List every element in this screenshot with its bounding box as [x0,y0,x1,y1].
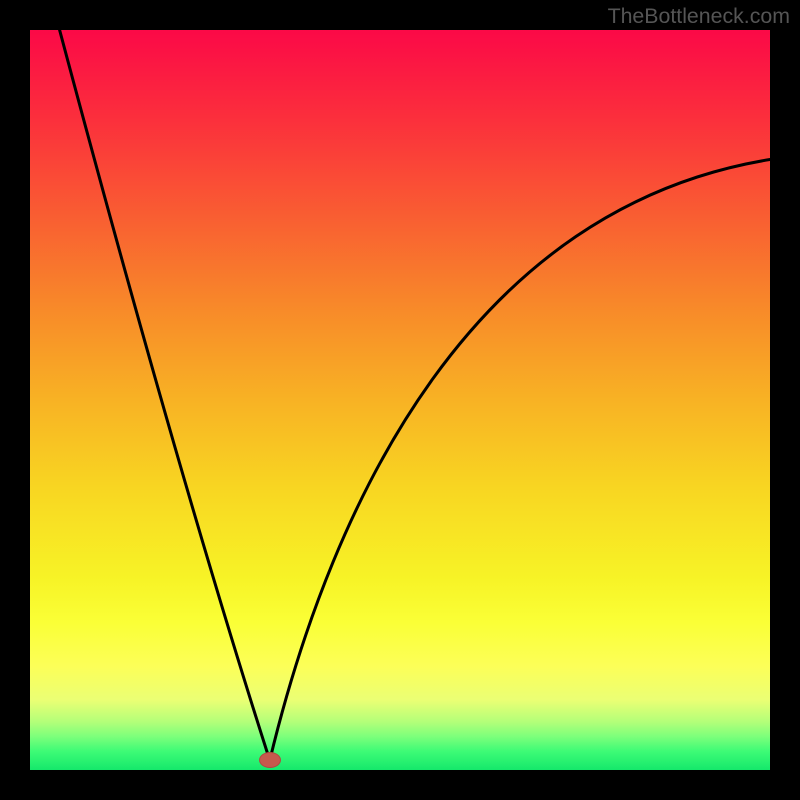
gradient-background [30,30,770,770]
watermark-text: TheBottleneck.com [608,4,790,29]
bottleneck-marker [259,752,281,768]
plot-frame [0,0,800,800]
bottleneck-chart: TheBottleneck.com [0,0,800,800]
